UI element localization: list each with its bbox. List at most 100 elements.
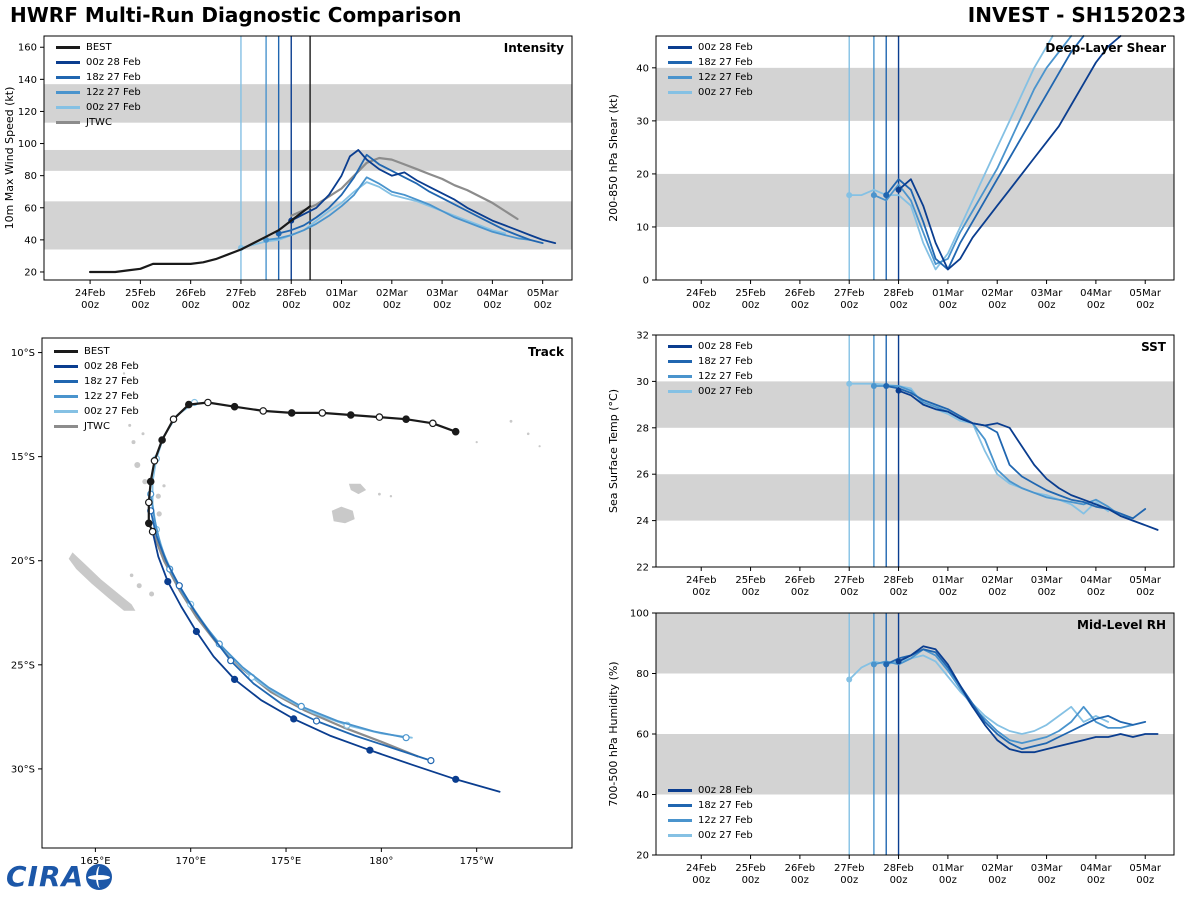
axis-label: 28Feb [883, 863, 913, 874]
axis-label: 24Feb [686, 575, 716, 586]
land-shape [141, 432, 145, 436]
series-line [265, 176, 531, 241]
track-marker [192, 627, 200, 636]
legend-label: 00z 28 Feb [698, 41, 753, 53]
legend-swatch [668, 374, 692, 378]
axis-label: 03Mar [1031, 288, 1063, 299]
legend-swatch [668, 60, 692, 64]
axis-label: 100 [18, 139, 37, 150]
axis-label: 01Mar [932, 288, 964, 299]
axis-label: 27Feb [834, 288, 864, 299]
track-marker [290, 715, 298, 723]
series-start-marker [870, 661, 877, 668]
legend-item: BEST [54, 344, 139, 358]
axis-label: 00z [1087, 300, 1105, 311]
track-marker [402, 734, 410, 742]
axis-label: 00z [1087, 875, 1105, 886]
axis-label: 175°W [460, 856, 494, 867]
legend-label: 12z 27 Feb [86, 86, 141, 98]
land-shape [68, 552, 136, 611]
axis-label: 00z [840, 587, 858, 598]
axis-label: 00z [988, 587, 1006, 598]
track-marker [375, 413, 384, 421]
series-start-marker [895, 658, 902, 665]
shear-plot: 01020304024Feb00z25Feb00z26Feb00z27Feb00… [607, 35, 1175, 311]
series-line [88, 205, 312, 274]
axis-label: 00z [1136, 587, 1154, 598]
axis-label: 00z [840, 300, 858, 311]
legend-item: 12z 27 Feb [668, 70, 753, 84]
axis-label: 140 [18, 75, 37, 86]
axis-label: 00z [890, 875, 908, 886]
axis-box [41, 337, 573, 849]
panel-intensity: 20 40 60 80 100 120 140 160 24Feb 00z 25Feb 00z 26Fe… [0, 28, 600, 330]
land-shape [538, 445, 541, 448]
globe-icon [86, 863, 113, 890]
category-band [656, 613, 1174, 674]
axis-label: 00z [791, 300, 809, 311]
axis-label: 0 [643, 276, 649, 287]
panel-title-rh: Mid-Level RH [1077, 618, 1166, 632]
axis-label: 28 [636, 423, 649, 434]
legend-item: 18z 27 Feb [56, 70, 141, 84]
legend-swatch [56, 75, 80, 79]
axis-label: 00z [988, 875, 1006, 886]
axis-label: 26Feb [785, 575, 815, 586]
axis-label: 00z [282, 300, 300, 311]
track-marker [175, 582, 183, 590]
land-shape [122, 372, 126, 375]
axis-label: 00z [483, 300, 501, 311]
axis-label: 40 [636, 790, 649, 801]
legend-swatch [56, 105, 80, 109]
axis-label: 120 [18, 107, 37, 118]
panel-title-sst: SST [1141, 340, 1166, 354]
series-line [290, 149, 557, 245]
legend-label: JTWC [86, 116, 112, 128]
track-line [149, 509, 432, 762]
legend-swatch [668, 818, 692, 822]
track-marker [297, 702, 305, 710]
axis-label: 00z [1136, 300, 1154, 311]
series-start-marker [846, 380, 853, 387]
axis-label: 00z [939, 875, 957, 886]
axis-label: 28Feb [276, 288, 306, 299]
axis-label: 25Feb [735, 863, 765, 874]
axis-label: 00z [742, 300, 760, 311]
panel-title-intensity: Intensity [503, 41, 564, 55]
axis-label: 28Feb [883, 575, 913, 586]
sst-plot: 22242628303224Feb00z25Feb00z26Feb00z27Fe… [607, 331, 1175, 598]
axis-label: 10°S [11, 348, 35, 359]
y-axis-title: 700-500 hPa Humidity (%) [607, 661, 620, 806]
track-marker [366, 746, 374, 754]
track-line [147, 401, 457, 533]
legend-swatch [668, 75, 692, 79]
axis-box [43, 35, 573, 281]
legend-label: 18z 27 Feb [86, 71, 141, 83]
axis-label: 00z [890, 587, 908, 598]
legend-item: 12z 27 Feb [54, 389, 139, 403]
axis-label: 04Mar [1080, 575, 1112, 586]
axis-label: 60 [24, 203, 37, 214]
axis-label: 00z [742, 587, 760, 598]
axis-label: 27Feb [834, 575, 864, 586]
axis-label: 05Mar [1129, 288, 1161, 299]
legend-label: 18z 27 Feb [698, 56, 753, 68]
axis-label: 15°S [11, 452, 35, 463]
axis-label: 26Feb [785, 863, 815, 874]
axis-label: 24 [636, 516, 649, 527]
legend-swatch [54, 394, 78, 398]
axis-label: 05Mar [1129, 575, 1161, 586]
legend-label: 00z 28 Feb [86, 56, 141, 68]
legend-item: JTWC [56, 115, 141, 129]
panel-rh: 20 40 60 80 100 24Feb 00z 25Feb 00z 26Feb 00z 27Feb… [600, 605, 1200, 900]
axis-label: 03Mar [1031, 575, 1063, 586]
legend-label: 18z 27 Feb [84, 375, 139, 387]
axis-label: 20 [636, 169, 649, 180]
series-line [897, 389, 1159, 531]
axis-label: 80 [24, 171, 37, 182]
legend-item: 00z 27 Feb [54, 404, 139, 418]
land-shape [131, 440, 136, 445]
series-line [897, 35, 1122, 271]
legend-swatch [56, 45, 80, 49]
legend-item: 00z 28 Feb [668, 783, 753, 797]
